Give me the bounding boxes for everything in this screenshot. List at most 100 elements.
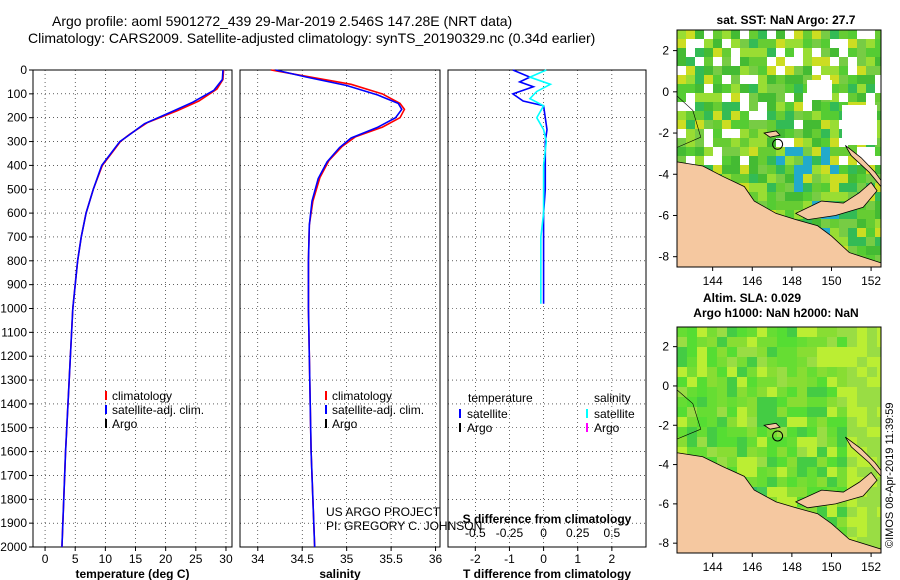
map-cell <box>867 337 877 347</box>
map-cell <box>747 327 757 337</box>
map-cell <box>707 347 717 357</box>
map-cell <box>758 57 767 66</box>
map-cell <box>857 417 867 427</box>
map-cell <box>787 347 797 357</box>
map-cell <box>839 30 848 39</box>
map-cell <box>749 66 758 75</box>
map-cell <box>777 327 787 337</box>
land-manus <box>763 422 781 430</box>
map-cell <box>686 120 695 129</box>
map-cell <box>722 147 731 156</box>
map-cell <box>847 367 857 377</box>
map-cell <box>857 246 866 255</box>
map-cell <box>807 447 817 457</box>
map-cell <box>857 57 866 66</box>
map-cell <box>767 138 776 147</box>
map-cell <box>877 357 881 367</box>
map-cell <box>767 437 777 447</box>
map-cell <box>827 477 837 487</box>
map-cell <box>695 120 704 129</box>
map-x-tick-label: 150 <box>821 274 841 288</box>
map-cell <box>737 437 747 447</box>
map-cell <box>717 397 727 407</box>
map-cell <box>707 407 717 417</box>
map-cell <box>697 407 707 417</box>
map-cell <box>787 327 797 337</box>
map-cell <box>866 75 875 84</box>
legend-label: satellite-adj. clim. <box>332 403 424 417</box>
map-cell <box>731 57 740 66</box>
map-cell <box>875 192 881 201</box>
map-cell <box>877 387 881 397</box>
map-cell <box>722 165 731 174</box>
map-cell <box>866 246 875 255</box>
map-cell <box>821 138 830 147</box>
map-cell <box>857 437 867 447</box>
map-cell <box>867 357 877 367</box>
map-cell <box>777 367 787 377</box>
map-cell <box>797 447 807 457</box>
map-cell <box>812 102 821 111</box>
map-cell <box>727 447 737 457</box>
map-cell <box>830 183 839 192</box>
s-tick-label: -0.5 <box>465 526 486 540</box>
map-cell <box>857 537 867 547</box>
map-cell <box>758 183 767 192</box>
map-cell <box>713 147 722 156</box>
map-cell <box>787 367 797 377</box>
map-cell <box>857 66 866 75</box>
map-cell <box>827 337 837 347</box>
map-cell <box>797 477 807 487</box>
map-cell <box>767 201 776 210</box>
legend-label: satellite <box>594 407 635 421</box>
map-cell <box>787 457 797 467</box>
map-cell <box>740 93 749 102</box>
map-cell <box>817 327 827 337</box>
map-cell <box>731 30 740 39</box>
map-cell <box>717 427 727 437</box>
map-cell <box>839 57 848 66</box>
map-cell <box>776 201 785 210</box>
map-cell <box>857 93 866 102</box>
map-cell <box>686 111 695 120</box>
map-x-tick-label: 150 <box>821 560 841 574</box>
map-cell <box>697 347 707 357</box>
map-cell <box>687 437 697 447</box>
map-cell <box>767 417 777 427</box>
map-cloud-gap <box>807 80 832 100</box>
map-cell <box>866 48 875 57</box>
map-cell <box>837 417 847 427</box>
map-cell <box>704 120 713 129</box>
map-cell <box>797 367 807 377</box>
map-cell <box>827 387 837 397</box>
map-cell <box>857 147 866 156</box>
map-cell <box>757 357 767 367</box>
map-cell <box>717 447 727 457</box>
map-cell <box>877 487 881 497</box>
map-cell <box>749 57 758 66</box>
map-cell <box>686 66 695 75</box>
map-cell <box>848 75 857 84</box>
map-cell <box>830 219 839 228</box>
map-title: Altim. SLA: 0.029 <box>703 291 801 305</box>
map-cell <box>758 66 767 75</box>
map-cell <box>767 337 777 347</box>
map-cell <box>803 192 812 201</box>
map-cell <box>740 57 749 66</box>
map-cell <box>677 437 687 447</box>
map-cell <box>794 129 803 138</box>
map-cell <box>807 337 817 347</box>
map-cell <box>777 397 787 407</box>
map-cell <box>777 437 787 447</box>
map-cell <box>737 457 747 467</box>
header-line-1: Argo profile: aoml 5901272_439 29-Mar-20… <box>52 13 513 29</box>
map-cell <box>707 327 717 337</box>
map-cell <box>812 30 821 39</box>
map-cell <box>877 497 881 507</box>
map-cell <box>812 219 821 228</box>
map-cell <box>704 156 713 165</box>
map-cell <box>794 48 803 57</box>
map-cell <box>776 75 785 84</box>
map-cell <box>717 337 727 347</box>
map-cell <box>847 457 857 467</box>
